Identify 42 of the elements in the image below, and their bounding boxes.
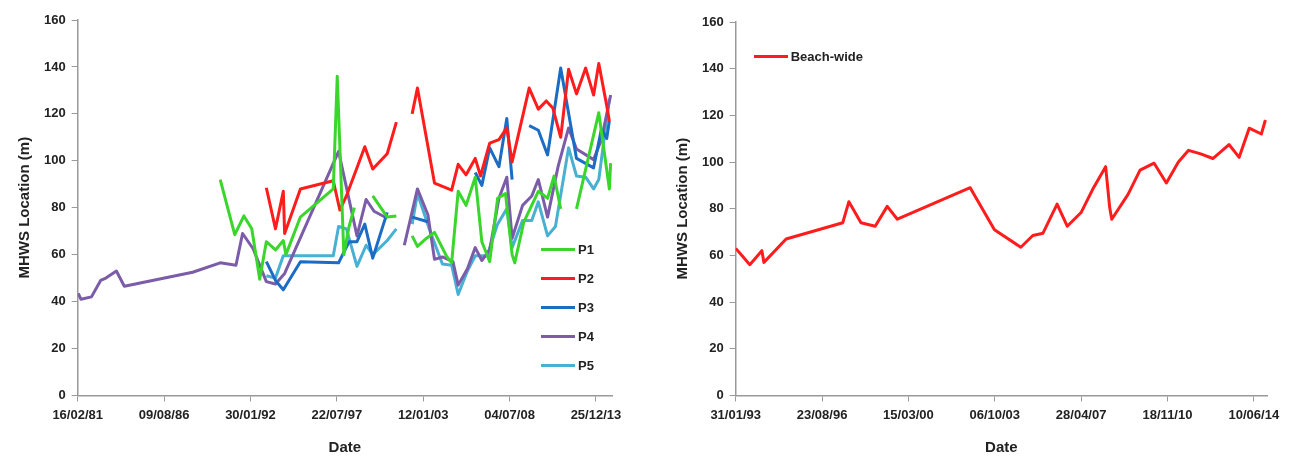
x-axis-title: Date [328,438,362,456]
y-tick-label: 140 [43,58,66,74]
x-tick-label: 22/07/97 [311,406,363,422]
x-tick-label: 15/03/00 [883,406,934,422]
y-tick-label: 20 [709,340,724,356]
x-tick-label: 09/08/86 [138,406,190,422]
legend-label: P2 [578,271,594,287]
y-tick-label: 0 [58,386,66,402]
x-tick-label: 16/02/81 [52,406,103,422]
y-tick-label: 80 [709,200,724,216]
legend-label: Beach-wide [790,49,863,64]
y-tick-label: 80 [51,199,66,215]
x-tick-label: 28/04/07 [1055,406,1107,422]
y-tick-label: 0 [716,386,724,402]
y-tick-label: 120 [701,106,724,122]
y-tick-label: 120 [43,105,66,121]
y-tick-label: 60 [51,246,66,262]
x-tick-label: 30/01/92 [225,406,276,422]
x-axis-title: Date [985,438,1018,456]
x-tick-label: 25/12/13 [570,406,622,422]
x-tick-label: 18/11/10 [1142,406,1193,422]
x-tick-label: 31/01/93 [710,406,761,422]
legend-label: P4 [578,329,594,345]
y-tick-label: 20 [51,340,66,356]
x-tick-label: 04/07/08 [484,406,535,422]
y-tick-label: 40 [51,293,66,309]
y-tick-label: 100 [701,153,724,169]
y-tick-label: 140 [701,60,724,76]
y-tick-label: 60 [709,246,724,262]
y-tick-label: 100 [43,152,66,168]
x-tick-label: 23/08/96 [796,406,848,422]
legend-label: P3 [578,300,594,316]
x-tick-label: 10/06/14 [1228,406,1280,422]
legend-label: P1 [578,242,594,258]
legend-label: P5 [578,358,594,374]
y-tick-label: 160 [701,13,724,29]
x-tick-label: 12/01/03 [397,406,449,422]
y-tick-label: 160 [43,11,66,27]
x-tick-label: 06/10/03 [969,406,1021,422]
y-axis-title: MHWS Location (m) [673,137,691,280]
y-tick-label: 40 [709,293,724,309]
y-axis-title: MHWS Location (m) [15,136,33,279]
